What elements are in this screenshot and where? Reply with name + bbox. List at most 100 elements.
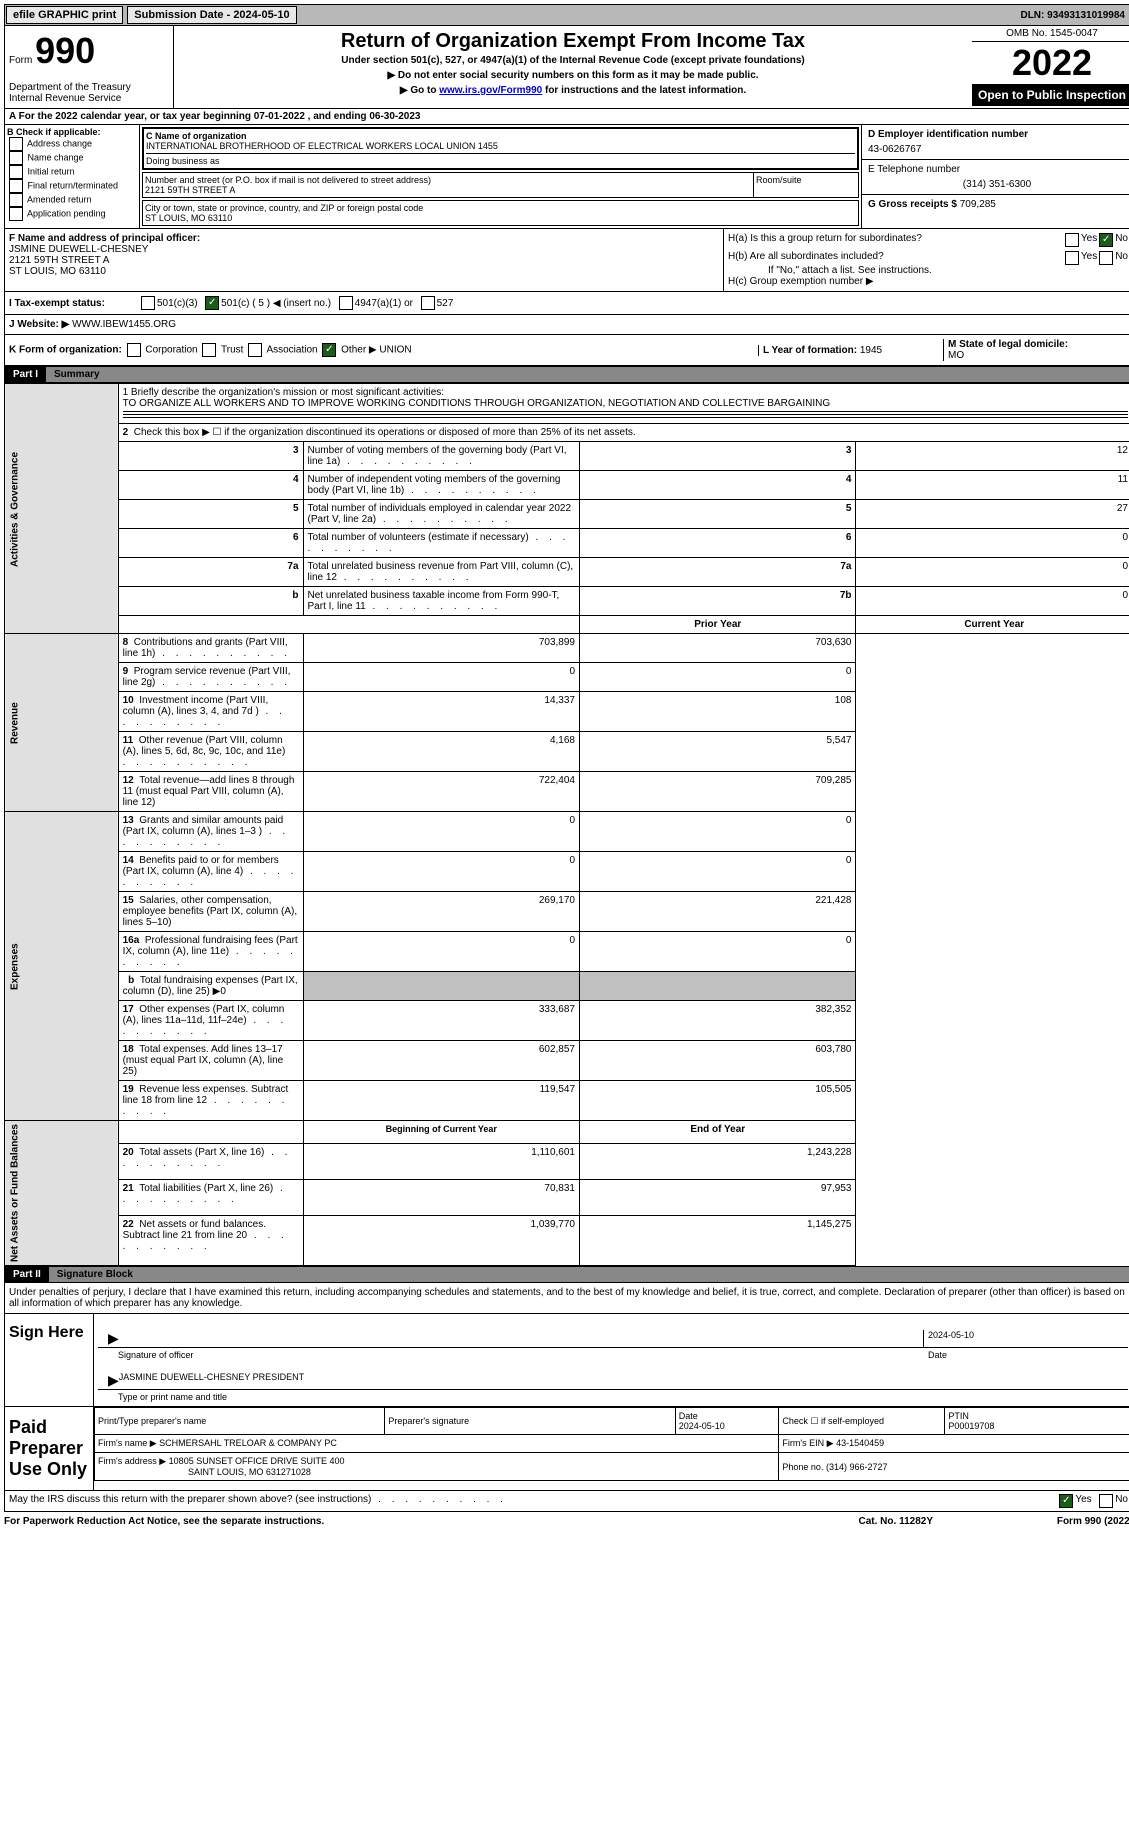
form-title: Return of Organization Exempt From Incom… [178, 30, 968, 53]
k-label: K Form of organization: [9, 345, 122, 356]
form-label: Form [9, 55, 32, 66]
hb-yes[interactable] [1065, 251, 1079, 265]
l-val: 1945 [860, 345, 882, 356]
city-label: City or town, state or province, country… [145, 203, 856, 213]
cb-501c3[interactable] [141, 296, 155, 310]
form-number: 990 [35, 30, 95, 71]
ha-no[interactable]: ✓ [1099, 233, 1113, 247]
discuss-no[interactable] [1099, 1494, 1113, 1508]
discuss-yes[interactable]: ✓ [1059, 1494, 1073, 1508]
hb-label: H(b) Are all subordinates included? [728, 251, 1063, 265]
cb-527[interactable] [421, 296, 435, 310]
hc-label: H(c) Group exemption number ▶ [728, 276, 1128, 287]
part1-header: Part I Summary [4, 366, 1129, 383]
section-d: D Employer identification number 43-0626… [861, 125, 1129, 228]
cb-assoc[interactable] [248, 343, 262, 357]
form990-link[interactable]: www.irs.gov/Form990 [439, 85, 542, 96]
name-label: Type or print name and title [118, 1392, 1128, 1402]
checkbox-pending[interactable] [9, 207, 23, 221]
discuss-row: May the IRS discuss this return with the… [4, 1491, 1129, 1512]
checkbox-address[interactable] [9, 137, 23, 151]
city-value: ST LOUIS, MO 63110 [145, 213, 856, 223]
note2-suffix: for instructions and the latest informat… [542, 85, 746, 96]
dln-label: DLN: 93493131019984 [1020, 10, 1129, 21]
part2-title: Signature Block [49, 1267, 1129, 1282]
part2-header: Part II Signature Block [4, 1266, 1129, 1283]
side-activities: Activities & Governance [5, 384, 119, 634]
cb-corp[interactable] [127, 343, 141, 357]
sign-date: 2024-05-10 [923, 1330, 1128, 1347]
note2-prefix: ▶ Go to [400, 85, 439, 96]
footer-right: Form 990 (2022) [933, 1516, 1129, 1527]
line-k: K Form of organization: Corporation Trus… [4, 335, 1129, 366]
b-label: B Check if applicable: [7, 127, 137, 137]
phone-label: E Telephone number [868, 164, 1126, 175]
form-subtitle: Under section 501(c), 527, or 4947(a)(1)… [178, 55, 968, 66]
form-header: Form 990 Department of the Treasury Inte… [4, 26, 1129, 109]
ein-value: 43-0626767 [868, 144, 1126, 155]
tax-status-row: I Tax-exempt status: 501(c)(3) ✓ 501(c) … [4, 292, 1129, 315]
officer-city: ST LOUIS, MO 63110 [9, 266, 719, 277]
side-revenue: Revenue [5, 634, 119, 812]
c-name-label: C Name of organization [146, 131, 855, 141]
cb-trust[interactable] [202, 343, 216, 357]
ha-label: H(a) Is this a group return for subordin… [728, 233, 1063, 247]
ha-yes[interactable] [1065, 233, 1079, 247]
line1-text: TO ORGANIZE ALL WORKERS AND TO IMPROVE W… [123, 398, 1128, 409]
org-name: INTERNATIONAL BROTHERHOOD OF ELECTRICAL … [146, 141, 855, 151]
ein-label: D Employer identification number [868, 129, 1126, 140]
section-f: F Name and address of principal officer:… [5, 229, 724, 291]
officer-street: 2121 59TH STREET A [9, 255, 719, 266]
checkbox-name[interactable] [9, 151, 23, 165]
prep-name-label: Print/Type preparer's name [95, 1408, 385, 1435]
checkbox-final[interactable] [9, 179, 23, 193]
omb-number: OMB No. 1545-0047 [972, 26, 1129, 42]
efile-print-button[interactable]: efile GRAPHIC print [6, 6, 123, 24]
section-h: H(a) Is this a group return for subordin… [724, 229, 1129, 291]
gross-value: 709,285 [960, 199, 996, 210]
phone-value: (314) 351-6300 [868, 179, 1126, 190]
arrow-icon: ▶ [108, 1372, 119, 1389]
signer-name: JASMINE DUEWELL-CHESNEY PRESIDENT [119, 1372, 304, 1389]
date-label: Date [928, 1350, 1128, 1360]
m-label: M State of legal domicile: [948, 339, 1128, 350]
public-inspection: Open to Public Inspection [972, 84, 1129, 106]
declaration: Under penalties of perjury, I declare th… [4, 1283, 1129, 1314]
section-c: C Name of organization INTERNATIONAL BRO… [140, 125, 861, 228]
footer: For Paperwork Reduction Act Notice, see … [4, 1512, 1129, 1531]
k-other-val: UNION [379, 345, 411, 356]
footer-mid: Cat. No. 11282Y [859, 1516, 933, 1527]
cb-4947[interactable] [339, 296, 353, 310]
footer-left: For Paperwork Reduction Act Notice, see … [4, 1516, 859, 1527]
submission-date-button[interactable]: Submission Date - 2024-05-10 [127, 6, 296, 24]
side-netassets: Net Assets or Fund Balances [5, 1121, 119, 1266]
checkbox-amended[interactable] [9, 193, 23, 207]
preparer-block: Paid Preparer Use Only Print/Type prepar… [4, 1407, 1129, 1491]
m-val: MO [948, 350, 1128, 361]
arrow-icon: ▶ [108, 1330, 119, 1347]
line-j: J Website: ▶ WWW.IBEW1455.ORG [4, 315, 1129, 335]
hb-no[interactable] [1099, 251, 1113, 265]
l-label: L Year of formation: [763, 345, 860, 356]
form-note1: ▶ Do not enter social security numbers o… [178, 70, 968, 81]
sign-here-label: Sign Here [5, 1314, 94, 1406]
cb-other[interactable]: ✓ [322, 343, 336, 357]
room-label: Room/suite [754, 173, 858, 197]
dept-label: Department of the Treasury Internal Reve… [9, 82, 169, 104]
i-label: I Tax-exempt status: [9, 298, 139, 309]
side-expenses: Expenses [5, 812, 119, 1121]
sig-label: Signature of officer [98, 1350, 928, 1360]
street-value: 2121 59TH STREET A [145, 185, 751, 195]
f-label: F Name and address of principal officer: [9, 233, 719, 244]
prep-sig-label: Preparer's signature [385, 1408, 675, 1435]
line1-label: 1 Briefly describe the organization's mi… [123, 387, 1128, 398]
top-bar: efile GRAPHIC print Submission Date - 20… [4, 4, 1129, 26]
j-label: J Website: ▶ [9, 319, 69, 330]
gross-label: G Gross receipts $ [868, 199, 957, 210]
checkbox-initial[interactable] [9, 165, 23, 179]
summary-table: Activities & Governance 1 Briefly descri… [4, 383, 1129, 1266]
cb-501c[interactable]: ✓ [205, 296, 219, 310]
hb-note: If "No," attach a list. See instructions… [768, 265, 1128, 276]
officer-name: JSMINE DUEWELL-CHESNEY [9, 244, 719, 255]
part1-title: Summary [46, 367, 1129, 382]
